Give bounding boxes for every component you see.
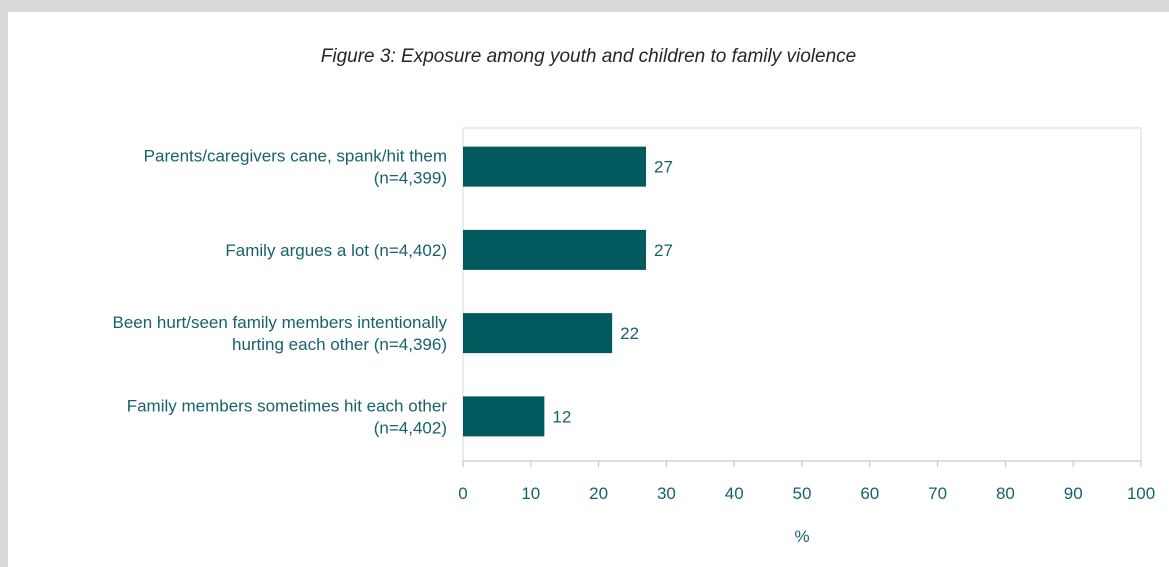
x-axis-title: % — [794, 527, 809, 546]
x-tick-label: 100 — [1127, 484, 1155, 503]
bar-chart: 0 10 20 30 40 50 60 70 80 90 100% 27 Parents/caregiv… — [113, 127, 1155, 546]
chart-title: Figure 3: Exposure among youth and child… — [320, 46, 857, 67]
data-label: 12 — [552, 407, 571, 426]
data-label: 27 — [654, 158, 673, 177]
data-label: 27 — [654, 241, 673, 260]
category-label: Parents/caregivers cane, spank/hit them — [144, 147, 447, 166]
x-tick-label: 10 — [521, 484, 540, 503]
x-tick-label: 20 — [589, 484, 608, 503]
category-label: (n=4,402) — [374, 418, 447, 437]
x-tick-label: 90 — [1064, 484, 1083, 503]
x-tick-label: 70 — [928, 484, 947, 503]
x-tick-label: 50 — [793, 484, 812, 503]
category-label: Been hurt/seen family members intentiona… — [113, 313, 448, 332]
category-label: Family members sometimes hit each other — [127, 396, 448, 415]
chart-frame: Figure 3: Exposure among youth and child… — [8, 12, 1169, 567]
x-tick-label: 80 — [996, 484, 1015, 503]
x-tick-label: 60 — [860, 484, 879, 503]
category-label: Family argues a lot (n=4,402) — [225, 241, 447, 260]
bar — [463, 146, 647, 187]
bar — [463, 229, 647, 270]
x-tick-label: 40 — [725, 484, 744, 503]
category-label: hurting each other (n=4,396) — [232, 335, 447, 354]
bar — [463, 396, 545, 437]
category-label: (n=4,399) — [374, 169, 447, 188]
data-label: 22 — [620, 324, 639, 343]
x-tick-label: 0 — [458, 484, 467, 503]
plot-area: 0 10 20 30 40 50 60 70 80 90 100% 27 Parents/caregiv… — [113, 127, 1155, 546]
x-tick-label: 30 — [657, 484, 676, 503]
bar — [463, 313, 613, 354]
